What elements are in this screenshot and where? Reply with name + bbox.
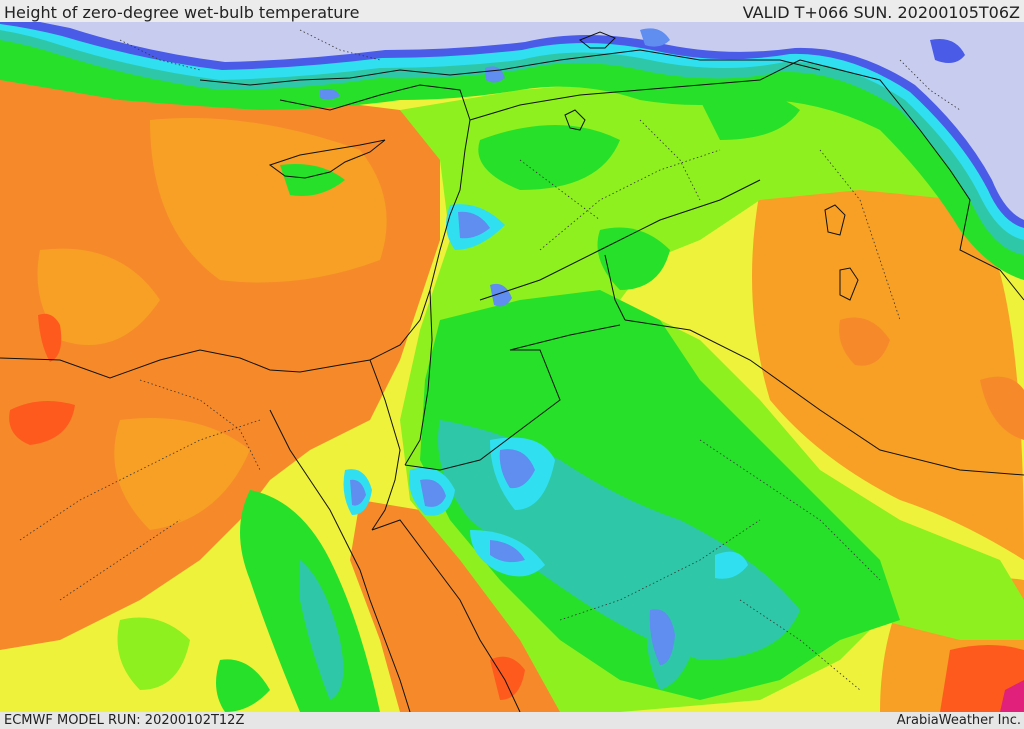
- egypt-israel-border: [369, 359, 401, 451]
- jordan-saudi-border: [404, 324, 621, 471]
- east-orange-region: [752, 182, 1024, 560]
- valid-time: VALID T+066 SUN. 20200105T06Z: [742, 3, 1020, 22]
- color-field: [0, 22, 1024, 712]
- marsh-lake-2: [839, 267, 859, 301]
- red-sea-east-coast: [371, 519, 521, 712]
- cold-region: [40, 22, 1024, 220]
- syria-iraq-border: [479, 179, 761, 301]
- header-bar: Height of zero-degree wet-bulb temperatu…: [0, 0, 1024, 22]
- mediterranean-south-coast: [0, 84, 471, 379]
- red-sea-west-coast: [344, 539, 411, 712]
- cyprus-outline: [268, 139, 386, 179]
- iraq-saudi-border: [624, 319, 1024, 476]
- weather-map[interactable]: [0, 22, 1024, 712]
- israel-jordan-border: [404, 289, 433, 466]
- syria-turkey-border: [469, 59, 801, 121]
- footer-bar: ECMWF MODEL RUN: 20200102T12Z ArabiaWeat…: [0, 712, 1024, 729]
- jordan-iraq-border: [604, 254, 626, 321]
- iraq-iran-border: [799, 59, 1024, 301]
- credit-label: ArabiaWeather Inc.: [896, 713, 1021, 728]
- borders: [0, 31, 1024, 712]
- lake-tharthar: [564, 109, 586, 131]
- turkey-south-coast: [199, 49, 821, 86]
- model-run-label: ECMWF MODEL RUN: 20200102T12Z: [4, 713, 245, 728]
- gulf-of-aqaba: [371, 449, 401, 531]
- marsh-lake-1: [824, 204, 846, 236]
- provincial-boundaries: [19, 29, 961, 691]
- lake-van: [579, 31, 616, 49]
- map-title: Height of zero-degree wet-bulb temperatu…: [4, 3, 360, 22]
- gulf-of-suez: [269, 409, 346, 541]
